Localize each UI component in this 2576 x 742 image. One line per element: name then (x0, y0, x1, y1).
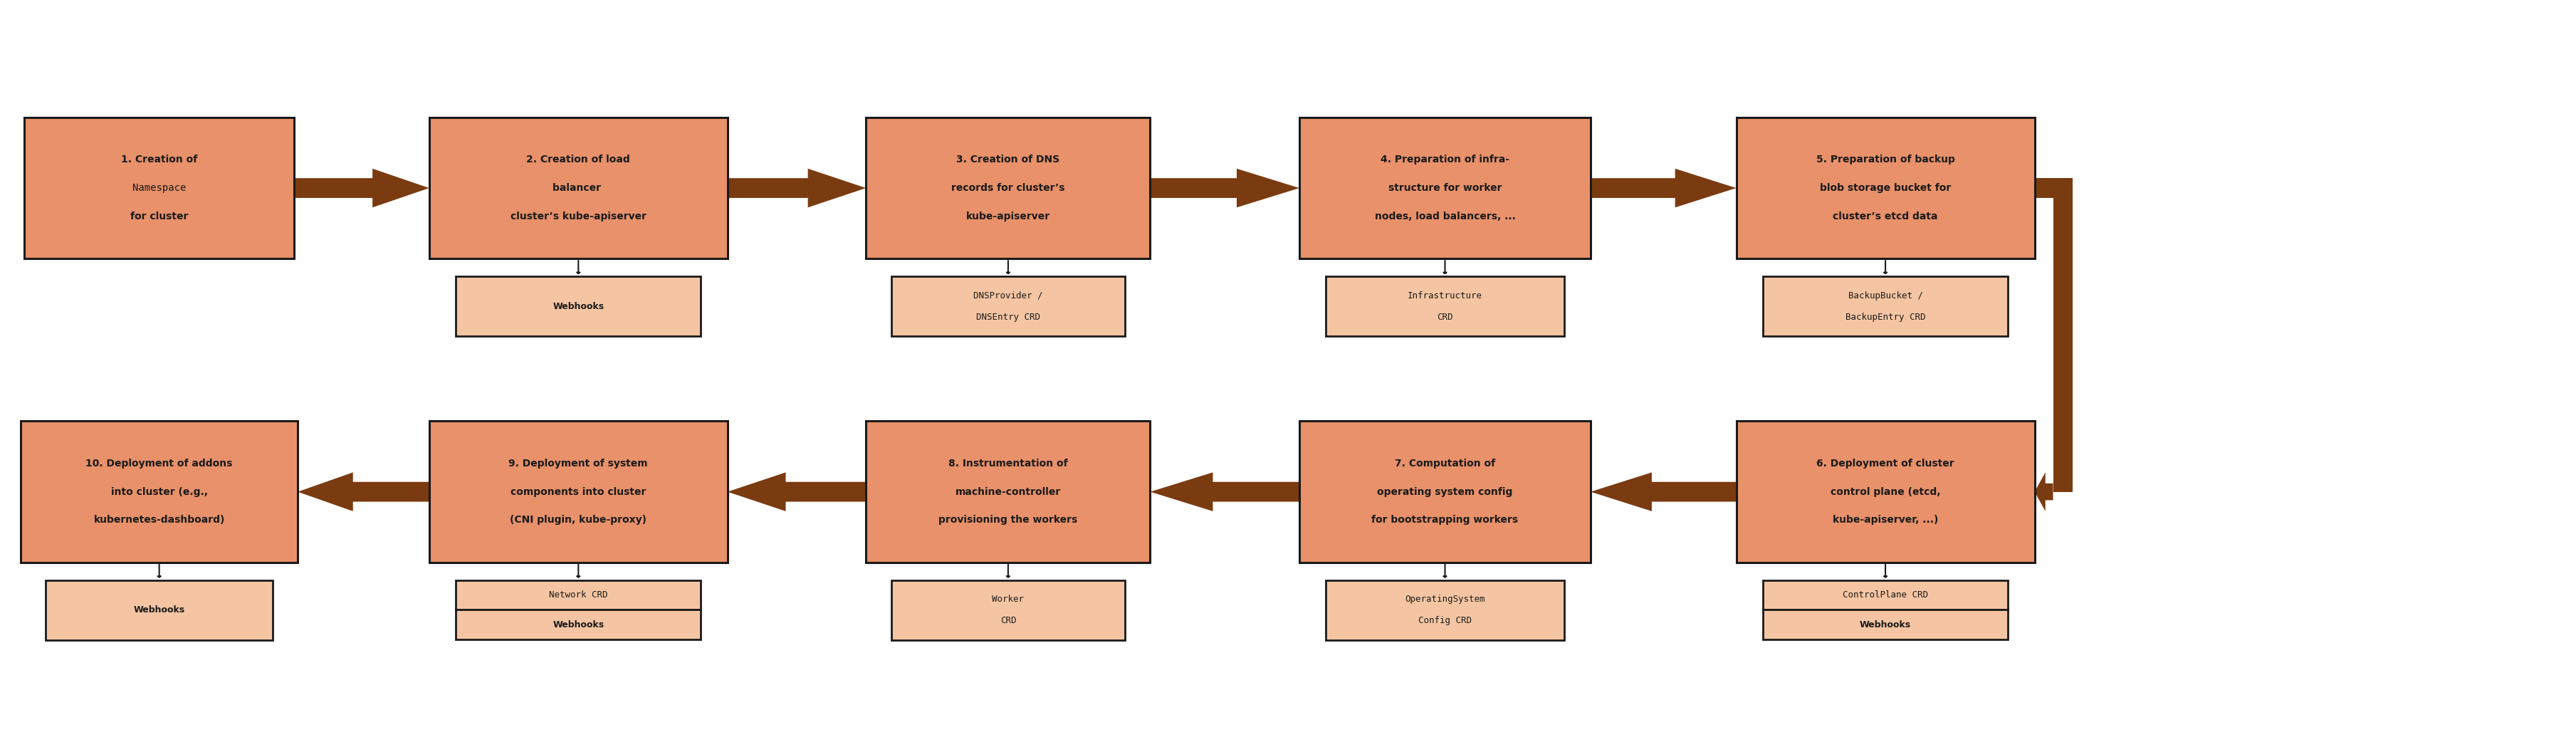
Bar (430, 421, 726, 562)
Bar (891, 276, 1126, 336)
Bar (1327, 580, 1564, 640)
Bar (866, 421, 1151, 562)
Polygon shape (1151, 168, 1298, 208)
Text: BackupEntry CRD: BackupEntry CRD (1844, 312, 1924, 321)
Text: DNSEntry CRD: DNSEntry CRD (976, 312, 1041, 321)
Text: operating system config: operating system config (1378, 487, 1512, 497)
Bar (891, 580, 1126, 640)
Bar (2053, 178, 2074, 492)
Bar (430, 117, 726, 259)
Text: Webhooks: Webhooks (554, 302, 603, 311)
Text: 3. Creation of DNS: 3. Creation of DNS (956, 155, 1059, 165)
Text: ControlPlane CRD: ControlPlane CRD (1842, 591, 1927, 600)
Text: kube-apiserver: kube-apiserver (966, 211, 1051, 221)
Text: structure for worker: structure for worker (1388, 183, 1502, 193)
Text: (CNI plugin, kube-proxy): (CNI plugin, kube-proxy) (510, 515, 647, 525)
Text: cluster’s etcd data: cluster’s etcd data (1834, 211, 1937, 221)
Text: Namespace: Namespace (131, 183, 185, 193)
Text: for bootstrapping workers: for bootstrapping workers (1370, 515, 1517, 525)
Text: BackupBucket /: BackupBucket / (1847, 291, 1922, 301)
Text: kubernetes-dashboard): kubernetes-dashboard) (93, 515, 224, 525)
Text: CRD: CRD (1437, 312, 1453, 321)
Text: 8. Instrumentation of: 8. Instrumentation of (948, 459, 1069, 468)
Text: 7. Computation of: 7. Computation of (1394, 459, 1494, 468)
Text: control plane (etcd,: control plane (etcd, (1832, 487, 1940, 497)
Text: 6. Deployment of cluster: 6. Deployment of cluster (1816, 459, 1955, 468)
Text: Webhooks: Webhooks (554, 620, 603, 629)
Text: into cluster (e.g.,: into cluster (e.g., (111, 487, 209, 497)
Bar (456, 610, 701, 640)
Bar (1327, 276, 1564, 336)
Text: 2. Creation of load: 2. Creation of load (526, 155, 631, 165)
Text: balancer: balancer (551, 183, 605, 193)
Text: components into cluster: components into cluster (510, 487, 647, 497)
Text: Config CRD: Config CRD (1419, 616, 1471, 626)
Bar (866, 117, 1151, 259)
Bar (21, 421, 299, 562)
Bar (1298, 421, 1589, 562)
Text: records for cluster’s: records for cluster’s (951, 183, 1064, 193)
Text: Network CRD: Network CRD (549, 591, 608, 600)
Bar (456, 276, 701, 336)
Polygon shape (726, 168, 866, 208)
Text: kube-apiserver, ...): kube-apiserver, ...) (1832, 515, 1937, 525)
Polygon shape (1151, 473, 1298, 511)
Text: 9. Deployment of system: 9. Deployment of system (507, 459, 649, 468)
Text: 4. Preparation of infra-: 4. Preparation of infra- (1381, 155, 1510, 165)
Polygon shape (299, 473, 430, 511)
Text: DNSProvider /: DNSProvider / (974, 291, 1043, 301)
Text: Webhooks: Webhooks (134, 605, 185, 614)
Text: machine-controller: machine-controller (956, 487, 1061, 497)
Polygon shape (294, 168, 430, 208)
Text: cluster’s kube-apiserver: cluster’s kube-apiserver (510, 211, 647, 221)
Polygon shape (2035, 473, 2053, 511)
Bar (2035, 178, 2063, 198)
Text: blob storage bucket for: blob storage bucket for (1819, 183, 1950, 193)
Text: 10. Deployment of addons: 10. Deployment of addons (85, 459, 232, 468)
Text: 5. Preparation of backup: 5. Preparation of backup (1816, 155, 1955, 165)
Text: Worker: Worker (992, 595, 1025, 604)
Bar (1736, 421, 2035, 562)
Text: for cluster: for cluster (131, 211, 188, 221)
Bar (456, 580, 701, 610)
Text: Webhooks: Webhooks (1860, 620, 1911, 629)
Bar (1762, 580, 2007, 610)
Text: provisioning the workers: provisioning the workers (938, 515, 1077, 525)
Polygon shape (1589, 473, 1736, 511)
Bar (1762, 276, 2007, 336)
Bar (46, 580, 273, 640)
Bar (1762, 610, 2007, 640)
Bar (1298, 117, 1589, 259)
Polygon shape (1589, 168, 1736, 208)
Text: 1. Creation of: 1. Creation of (121, 155, 198, 165)
Text: Infrastructure: Infrastructure (1406, 291, 1481, 301)
Bar (1736, 117, 2035, 259)
Text: OperatingSystem: OperatingSystem (1404, 595, 1484, 604)
Bar (23, 117, 294, 259)
Text: nodes, load balancers, ...: nodes, load balancers, ... (1376, 211, 1515, 221)
Text: CRD: CRD (999, 616, 1015, 626)
Polygon shape (726, 473, 866, 511)
